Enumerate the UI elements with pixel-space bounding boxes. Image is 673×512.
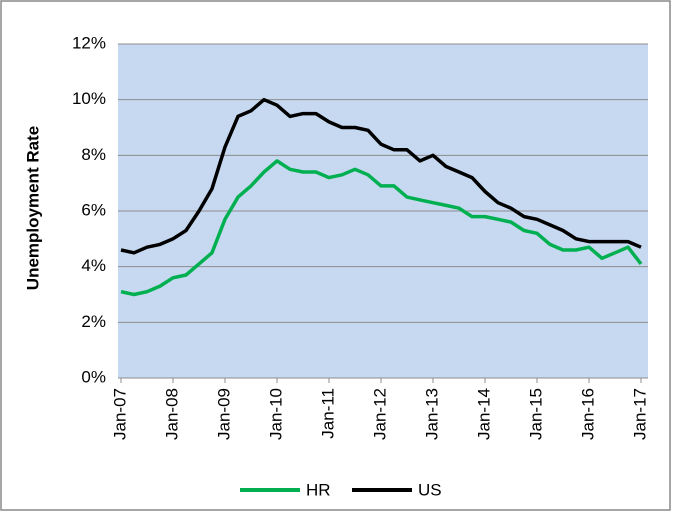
y-tick-label: 4%	[81, 256, 106, 275]
y-tick-label: 8%	[81, 145, 106, 164]
x-tick-label: Jan-09	[214, 388, 233, 440]
x-tick-label: Jan-17	[630, 388, 649, 440]
legend-label: US	[418, 480, 442, 499]
x-tick-label: Jan-16	[578, 388, 597, 440]
y-tick-label: 10%	[72, 89, 106, 108]
x-tick-label: Jan-11	[318, 388, 337, 439]
y-tick-label: 6%	[81, 200, 106, 219]
y-tick-label: 2%	[81, 312, 106, 331]
legend-label: HR	[306, 480, 331, 499]
x-tick-label: Jan-14	[474, 388, 493, 440]
y-tick-label: 0%	[81, 367, 106, 386]
series-line	[120, 97, 642, 255]
series-line	[120, 159, 643, 297]
x-tick-label: Jan-07	[110, 388, 129, 440]
x-tick-label: Jan-15	[526, 388, 545, 440]
x-tick-label: Jan-13	[422, 388, 441, 440]
x-tick-label: Jan-10	[266, 388, 285, 440]
y-tick-label: 12%	[72, 33, 106, 52]
y-axis-title: Unemployment Rate	[23, 126, 42, 290]
x-tick-label: Jan-12	[370, 388, 389, 440]
x-tick-label: Jan-08	[162, 388, 181, 440]
